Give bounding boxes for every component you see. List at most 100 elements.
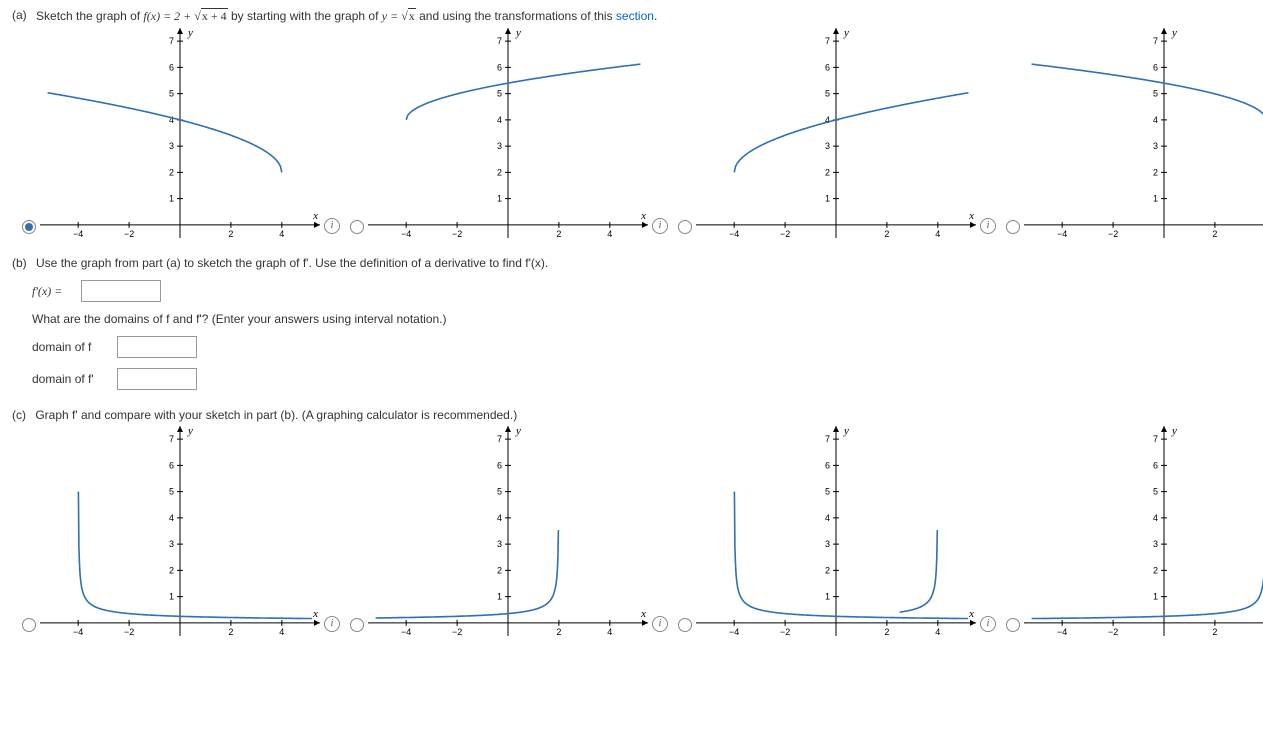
svg-text:3: 3 [169,539,174,549]
svg-text:−2: −2 [1108,627,1118,636]
info-icon[interactable]: i [652,218,668,234]
svg-text:−2: −2 [780,229,790,238]
info-icon[interactable]: i [324,218,340,234]
graph-radio[interactable] [22,618,36,632]
part-b-label: (b) [12,256,27,270]
part-b: (b) Use the graph from part (a) to sketc… [12,256,1251,390]
graph-option: −4−2241234567xyi [1006,426,1263,636]
svg-text:4: 4 [497,513,502,523]
part-c-label: (c) [12,408,26,422]
svg-text:7: 7 [169,434,174,444]
graph-option: −4−2241234567xyi [678,28,996,238]
svg-text:y: y [1171,426,1177,437]
fprime-row: f'(x) = [32,280,1251,302]
svg-text:3: 3 [825,141,830,151]
sqrt-expr: √x + 4 [194,8,227,23]
svg-text:6: 6 [497,460,502,470]
svg-text:3: 3 [497,141,502,151]
svg-text:5: 5 [1153,487,1158,497]
graph-option: −4−2241234567xyi [350,28,668,238]
graph-radio[interactable] [22,220,36,234]
graph-plot: −4−2241234567xy [1024,28,1263,238]
section-link[interactable]: section [616,9,654,23]
svg-text:6: 6 [825,62,830,72]
svg-text:2: 2 [556,229,561,238]
svg-text:y: y [515,426,521,437]
info-icon[interactable]: i [980,616,996,632]
radio-wrap [1006,220,1020,238]
svg-text:x: x [312,210,318,222]
svg-text:2: 2 [1212,627,1217,636]
graph-radio[interactable] [350,220,364,234]
func-lhs: f(x) = 2 + [143,9,194,23]
graph-plot: −4−2241234567xy [696,426,976,636]
part-c-prompt: Graph f' and compare with your sketch in… [35,408,517,422]
graph-radio[interactable] [678,618,692,632]
svg-text:1: 1 [1153,592,1158,602]
svg-text:−2: −2 [780,627,790,636]
graph-radio[interactable] [1006,618,1020,632]
svg-text:y: y [187,426,193,437]
domain-fp-row: domain of f' [32,368,1251,390]
domain-fp-label: domain of f' [32,372,114,386]
svg-text:6: 6 [1153,62,1158,72]
graph-radio[interactable] [350,618,364,632]
svg-text:4: 4 [169,115,174,125]
svg-text:5: 5 [825,487,830,497]
svg-text:7: 7 [497,434,502,444]
text: and using the transformations of this [419,9,616,23]
radio-wrap [678,618,692,636]
graph-radio[interactable] [678,220,692,234]
svg-text:4: 4 [279,627,284,636]
part-a: (a) Sketch the graph of f(x) = 2 + √x + … [12,8,1251,238]
svg-text:2: 2 [497,565,502,575]
svg-text:5: 5 [169,89,174,99]
svg-text:1: 1 [497,592,502,602]
part-a-label: (a) [12,8,27,22]
svg-text:−2: −2 [452,627,462,636]
part-b-prompt: Use the graph from part (a) to sketch th… [36,256,548,270]
svg-text:4: 4 [169,513,174,523]
graph-plot: −4−2241234567xy [1024,426,1263,636]
svg-text:4: 4 [935,229,940,238]
domain-f-input[interactable] [117,336,197,358]
svg-text:4: 4 [607,627,612,636]
svg-text:2: 2 [884,627,889,636]
svg-text:5: 5 [169,487,174,497]
svg-text:2: 2 [825,565,830,575]
part-a-prompt: Sketch the graph of f(x) = 2 + √x + 4 by… [36,8,657,23]
svg-text:4: 4 [497,115,502,125]
svg-text:x: x [312,608,318,620]
sqrt-arg-2: x [408,8,416,23]
svg-text:−4: −4 [401,627,411,636]
svg-text:3: 3 [169,141,174,151]
svg-text:7: 7 [497,36,502,46]
info-icon[interactable]: i [652,616,668,632]
graph-plot: −4−2241234567xy [696,28,976,238]
svg-text:1: 1 [1153,194,1158,204]
svg-text:3: 3 [1153,141,1158,151]
svg-text:y: y [515,28,521,39]
svg-text:−2: −2 [1108,229,1118,238]
radio-wrap [1006,618,1020,636]
info-icon[interactable]: i [980,218,996,234]
graph-option: −4−2241234567xyi [22,28,340,238]
svg-text:−4: −4 [729,229,739,238]
info-icon[interactable]: i [324,616,340,632]
info-wrap: i [324,218,340,238]
svg-text:7: 7 [825,434,830,444]
svg-text:4: 4 [1153,115,1158,125]
domain-fp-input[interactable] [117,368,197,390]
graph-radio[interactable] [1006,220,1020,234]
svg-text:6: 6 [169,460,174,470]
radio-wrap [22,220,36,238]
svg-text:2: 2 [497,167,502,177]
svg-text:6: 6 [1153,460,1158,470]
fprime-input[interactable] [81,280,161,302]
part-c: (c) Graph f' and compare with your sketc… [12,408,1251,636]
svg-text:7: 7 [1153,434,1158,444]
svg-text:1: 1 [169,592,174,602]
info-wrap: i [652,616,668,636]
svg-text:−4: −4 [73,627,83,636]
svg-text:2: 2 [169,565,174,575]
